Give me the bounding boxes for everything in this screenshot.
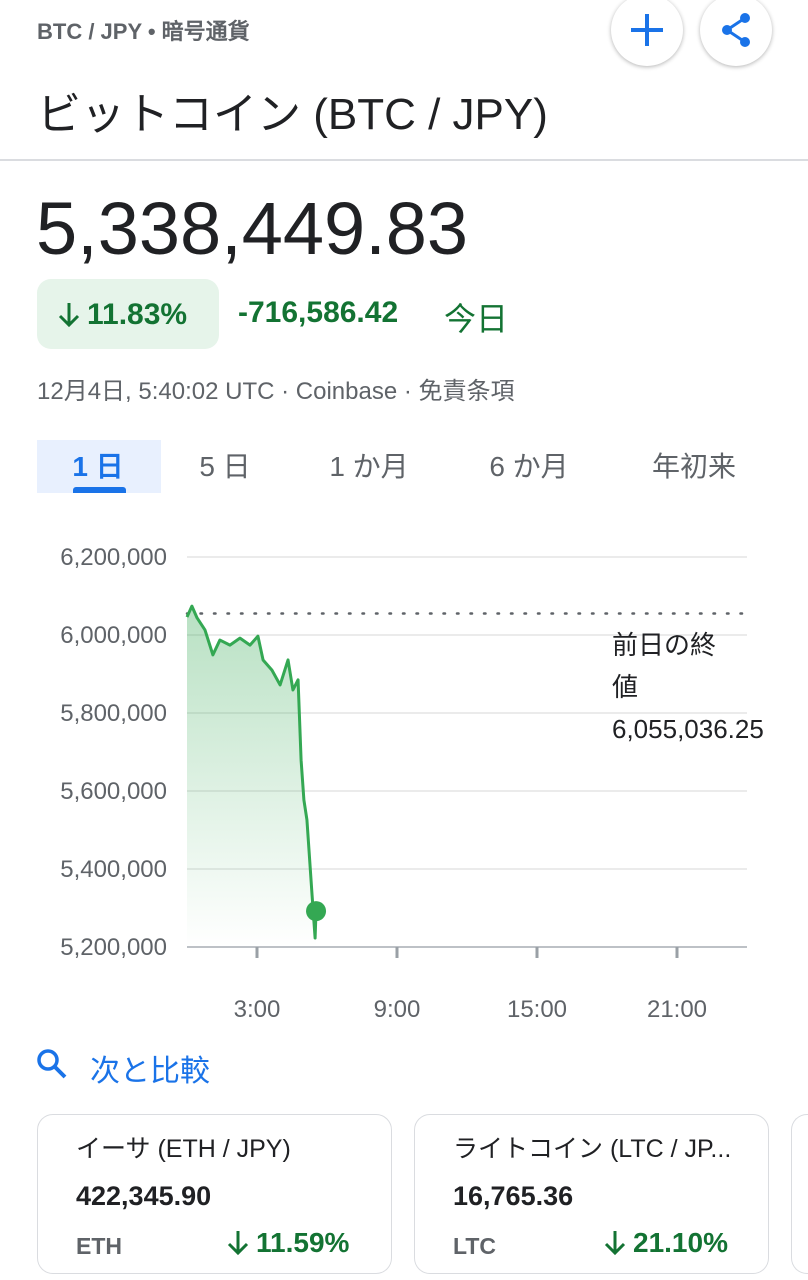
card-name: ライトコイン (LTC / JP... — [453, 1135, 732, 1163]
compare-card[interactable]: ライトコイン (LTC / JP... 16,765.36 LTC 21.10% — [414, 1114, 769, 1274]
card-symbol: LTC — [453, 1233, 497, 1259]
card-name: イーサ (ETH / JPY) — [76, 1135, 291, 1163]
current-point — [306, 901, 327, 922]
timestamp: 12月4日, 5:40:02 UTC · Coinbase · 免責条項 — [37, 378, 515, 405]
y-tick-label: 6,000,000 — [60, 622, 167, 649]
area — [187, 606, 317, 947]
compare-card-partial[interactable] — [791, 1114, 808, 1274]
down-arrow — [227, 1231, 249, 1256]
card-change: 21.10% — [633, 1227, 728, 1258]
card-price: 422,345.90 — [76, 1181, 212, 1211]
active-tab-indicator — [73, 487, 126, 493]
share-button[interactable] — [700, 0, 772, 66]
tab[interactable]: 1 日 — [72, 451, 124, 482]
price: 5,338,449.83 — [36, 187, 469, 270]
divider — [0, 159, 808, 161]
chart: 5,200,000 5,400,000 5,600,000 5,800,000 6,00… — [60, 544, 749, 1020]
x-tick-label: 21:00 — [647, 996, 707, 1020]
compare-title[interactable]: 次と比較 — [90, 1055, 210, 1088]
add-button[interactable] — [611, 0, 683, 66]
change-period: 今日 — [444, 301, 509, 337]
tab[interactable]: 6 か月 — [489, 451, 569, 482]
x-tick-label: 15:00 — [507, 996, 567, 1020]
down-arrow — [58, 303, 80, 328]
y-tick-label: 5,800,000 — [60, 700, 167, 727]
active-tab-bg — [37, 440, 161, 493]
card-price: 16,765.36 — [453, 1181, 574, 1211]
card-change: 11.59% — [256, 1227, 350, 1258]
down-arrow — [604, 1231, 626, 1256]
change-pill: 11.83% — [37, 279, 219, 349]
y-tick-label: 5,200,000 — [60, 934, 167, 961]
x-tick-label: 3:00 — [234, 996, 281, 1020]
reference-value: 6,055,036.25 — [612, 714, 764, 744]
y-tick-label: 5,400,000 — [60, 856, 167, 883]
search-icon — [37, 1049, 67, 1079]
tab[interactable]: 1 か月 — [329, 451, 409, 482]
share-icon — [722, 13, 750, 47]
tab[interactable]: 年初来 — [651, 451, 737, 482]
y-tick-label: 6,200,000 — [60, 544, 167, 571]
reference-annotation: 前日の終値 6,055,036.25 — [612, 624, 764, 750]
add-icon — [631, 14, 663, 46]
price-line — [185, 604, 318, 940]
reference-label: 前日の終値 — [612, 630, 717, 702]
compare-card[interactable]: イーサ (ETH / JPY) 422,345.90 ETH 11.59% — [37, 1114, 392, 1274]
change: -716,586.42 — [238, 296, 399, 329]
x-tick-label: 9:00 — [374, 996, 421, 1020]
card-symbol: ETH — [76, 1233, 122, 1259]
page-title: ビットコイン (BTC / JPY) — [37, 90, 548, 139]
y-tick-label: 5,600,000 — [60, 778, 167, 805]
breadcrumb: BTC / JPY • 暗号通貨 — [37, 19, 250, 44]
tab[interactable]: 5 日 — [199, 451, 251, 482]
change-percent: 11.83% — [87, 298, 188, 331]
